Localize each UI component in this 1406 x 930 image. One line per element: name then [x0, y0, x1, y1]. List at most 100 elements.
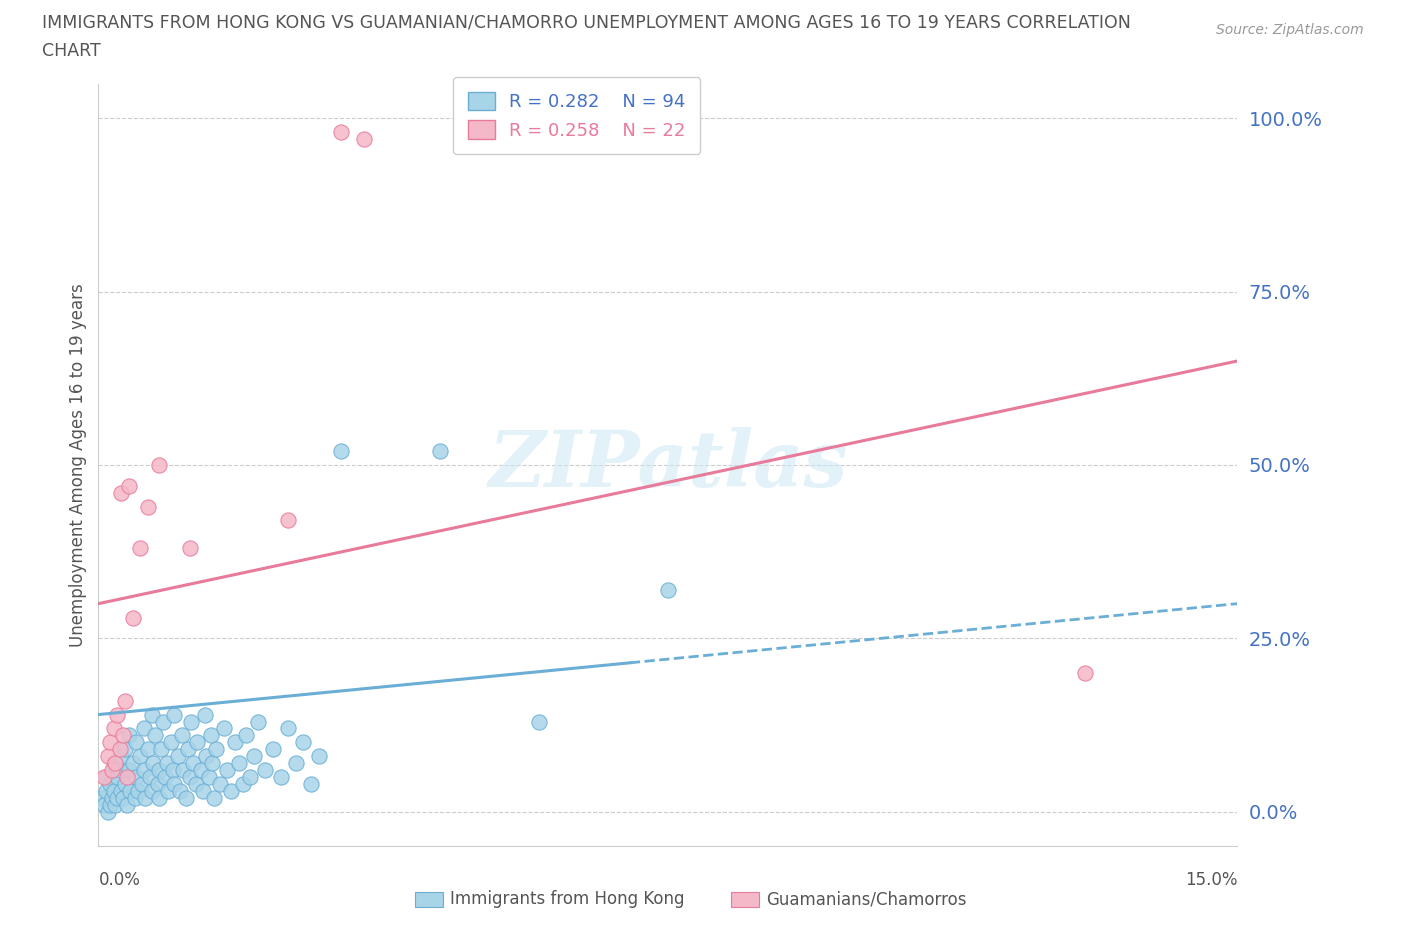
- Point: [277, 721, 299, 736]
- Point: [114, 777, 136, 791]
- Point: [429, 444, 451, 458]
- Point: [136, 742, 159, 757]
- Text: IMMIGRANTS FROM HONG KONG VS GUAMANIAN/CHAMORRO UNEMPLOYMENT AMONG AGES 16 TO 19: IMMIGRANTS FROM HONG KONG VS GUAMANIAN/C…: [42, 14, 1130, 32]
- Point: [179, 540, 201, 555]
- Point: [118, 763, 141, 777]
- Point: [246, 714, 269, 729]
- Point: [148, 763, 170, 777]
- Point: [141, 707, 163, 722]
- Point: [243, 749, 266, 764]
- Point: [136, 499, 159, 514]
- Point: [224, 735, 246, 750]
- Point: [148, 790, 170, 805]
- Point: [159, 735, 181, 750]
- Point: [162, 763, 184, 777]
- Point: [330, 444, 353, 458]
- Text: ZIPatlas: ZIPatlas: [488, 427, 848, 503]
- Point: [129, 749, 152, 764]
- Point: [103, 783, 125, 798]
- Point: [262, 742, 284, 757]
- Point: [110, 749, 132, 764]
- Point: [145, 728, 167, 743]
- Point: [194, 707, 217, 722]
- Point: [221, 783, 243, 798]
- Point: [118, 478, 141, 493]
- Point: [183, 756, 205, 771]
- Point: [96, 804, 118, 819]
- Point: [104, 756, 127, 771]
- Text: Source: ZipAtlas.com: Source: ZipAtlas.com: [1216, 23, 1364, 37]
- Point: [180, 714, 202, 729]
- Point: [98, 797, 121, 812]
- Point: [107, 707, 129, 722]
- Point: [107, 769, 129, 784]
- Point: [155, 769, 177, 784]
- Text: CHART: CHART: [42, 42, 101, 60]
- Point: [129, 540, 152, 555]
- Point: [228, 756, 250, 771]
- Point: [163, 777, 186, 791]
- Point: [93, 769, 115, 784]
- Point: [217, 763, 239, 777]
- Point: [101, 790, 124, 805]
- Point: [156, 756, 179, 771]
- Point: [120, 783, 142, 798]
- Point: [184, 777, 207, 791]
- Point: [124, 790, 146, 805]
- Point: [142, 756, 165, 771]
- Point: [121, 756, 143, 771]
- Point: [118, 728, 141, 743]
- Point: [103, 721, 125, 736]
- Point: [149, 742, 172, 757]
- Point: [94, 769, 117, 784]
- Point: [200, 728, 222, 743]
- Point: [169, 783, 191, 798]
- Point: [292, 735, 315, 750]
- Legend: R = 0.282    N = 94, R = 0.258    N = 22: R = 0.282 N = 94, R = 0.258 N = 22: [453, 77, 700, 154]
- Point: [330, 125, 353, 140]
- Point: [1074, 666, 1097, 681]
- Point: [174, 790, 197, 805]
- Point: [235, 728, 257, 743]
- Point: [111, 728, 134, 743]
- Point: [98, 777, 121, 791]
- Point: [202, 790, 225, 805]
- Text: 15.0%: 15.0%: [1185, 870, 1237, 888]
- Point: [101, 763, 124, 777]
- Point: [96, 749, 118, 764]
- Point: [232, 777, 254, 791]
- Point: [239, 769, 262, 784]
- Point: [193, 783, 215, 798]
- Point: [125, 769, 148, 784]
- Point: [205, 742, 228, 757]
- Point: [254, 763, 277, 777]
- Point: [167, 749, 190, 764]
- Text: Guamanians/Chamorros: Guamanians/Chamorros: [766, 890, 967, 909]
- Point: [108, 742, 131, 757]
- Point: [104, 797, 127, 812]
- Point: [195, 749, 218, 764]
- Point: [93, 797, 115, 812]
- Point: [277, 513, 299, 528]
- Point: [110, 783, 132, 798]
- Point: [98, 735, 121, 750]
- Point: [141, 783, 163, 798]
- Text: 0.0%: 0.0%: [98, 870, 141, 888]
- Point: [127, 783, 149, 798]
- Point: [201, 756, 224, 771]
- Point: [308, 749, 330, 764]
- Y-axis label: Unemployment Among Ages 16 to 19 years: Unemployment Among Ages 16 to 19 years: [69, 283, 87, 647]
- Point: [148, 458, 170, 472]
- Point: [108, 763, 131, 777]
- Point: [103, 756, 125, 771]
- Point: [657, 582, 679, 597]
- Point: [111, 790, 134, 805]
- Point: [284, 756, 307, 771]
- Point: [190, 763, 212, 777]
- Text: Immigrants from Hong Kong: Immigrants from Hong Kong: [450, 890, 685, 909]
- Point: [114, 693, 136, 708]
- Point: [91, 790, 114, 805]
- Point: [146, 777, 169, 791]
- Point: [177, 742, 200, 757]
- Point: [94, 783, 117, 798]
